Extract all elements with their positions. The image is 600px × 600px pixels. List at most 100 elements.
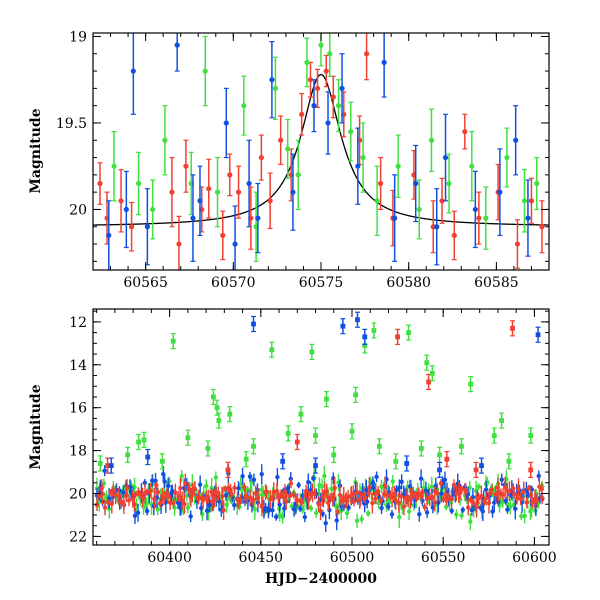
band-point-red (105, 500, 111, 505)
band-point-green (365, 511, 371, 516)
bottom-panel: 60400 60450 60500 60550 60600 12 14 16 18 20 22 Ma… (28, 308, 557, 587)
band-point-red (367, 485, 372, 490)
x-tick-label: 60565 (123, 275, 168, 291)
band-point-blue (153, 478, 158, 484)
band-point-red (302, 493, 308, 498)
band-point-red (148, 488, 154, 494)
band-point-green (313, 510, 319, 516)
band-point-red (449, 496, 454, 502)
band-point-red (161, 495, 167, 501)
band-point-blue (513, 506, 518, 512)
data-point-red (539, 224, 545, 230)
band-point-blue (247, 474, 253, 479)
band-point-green (522, 513, 527, 519)
band-point-blue (274, 514, 279, 520)
band-point-red (324, 488, 329, 494)
band-point-green (204, 483, 209, 488)
data-point-green (251, 443, 256, 449)
data-point-green (162, 137, 168, 143)
band-point-blue (198, 506, 204, 511)
band-point-red (291, 492, 296, 498)
data-point-red (227, 172, 233, 178)
y-tick-label: 18 (69, 444, 87, 460)
data-point-green (406, 330, 411, 335)
data-point-green (241, 103, 247, 109)
band-point-green (397, 514, 402, 520)
data-point-green (459, 443, 464, 449)
band-point-blue (232, 502, 237, 508)
band-point-blue (364, 487, 369, 493)
data-point-blue (392, 215, 398, 221)
band-point-red (528, 492, 534, 497)
data-point-blue (130, 68, 136, 74)
band-point-blue (282, 506, 287, 511)
data-point-blue (355, 317, 360, 323)
band-point-green (459, 513, 464, 518)
data-point-red (444, 456, 450, 462)
band-point-blue (135, 510, 141, 515)
band-point-red (167, 500, 173, 505)
band-point-red (100, 491, 105, 497)
top-panel: 60565 60570 60575 60580 60585 19 19.5 20 Magnit… (28, 29, 550, 291)
band-point-red (102, 505, 108, 510)
band-point-green (213, 475, 219, 480)
data-point-green (331, 452, 337, 458)
data-point-green (424, 360, 430, 366)
band-point-red (524, 500, 529, 505)
data-point-green (491, 433, 497, 438)
x-tick-label: 60600 (512, 550, 557, 566)
data-point-red (294, 439, 300, 445)
data-point-blue (413, 180, 419, 187)
data-point-red (364, 51, 370, 57)
data-point-blue (434, 224, 440, 230)
band-point-red (264, 489, 269, 494)
band-point-red (325, 500, 331, 506)
band-point-green (468, 519, 473, 524)
band-point-blue (483, 487, 489, 492)
data-point-green (499, 418, 504, 423)
band-point-blue (204, 508, 210, 513)
data-point-green (362, 343, 368, 348)
data-point-green (374, 198, 380, 204)
band-point-red (182, 501, 187, 507)
band-point-red (378, 498, 384, 503)
band-point-red (221, 507, 226, 513)
data-point-red (105, 463, 110, 469)
band-point-red (186, 486, 191, 491)
data-point-blue (223, 120, 229, 126)
data-point-blue (381, 59, 387, 66)
band-point-red (295, 498, 300, 503)
band-point-green (406, 509, 412, 514)
band-point-blue (150, 478, 155, 483)
band-point-red (429, 494, 435, 500)
data-point-green (504, 154, 510, 161)
band-point-blue (334, 518, 339, 523)
band-point-red (389, 495, 395, 500)
band-point-red (178, 486, 183, 491)
band-point-red (157, 501, 163, 506)
band-point-blue (236, 486, 241, 491)
band-point-red (396, 500, 402, 506)
data-point-blue (290, 189, 296, 195)
data-point-red (299, 111, 305, 117)
x-tick-label: 60575 (299, 275, 344, 291)
band-point-red (229, 492, 234, 497)
band-point-green (429, 484, 435, 489)
band-point-red (354, 490, 360, 495)
data-point-blue (313, 463, 318, 469)
band-point-red (516, 486, 521, 491)
y-tick-label: 14 (69, 358, 87, 374)
band-point-blue (505, 507, 510, 512)
data-point-green (395, 163, 401, 169)
band-point-red (282, 489, 288, 495)
band-point-red (375, 488, 381, 494)
data-point-blue (251, 321, 256, 327)
data-point-green (416, 206, 422, 213)
band-point-blue (374, 474, 379, 480)
data-point-green (141, 437, 147, 443)
band-point-red (132, 502, 137, 507)
data-point-blue (246, 180, 252, 187)
band-point-blue (142, 480, 148, 486)
band-point-green (390, 479, 395, 484)
band-point-red (183, 481, 188, 486)
